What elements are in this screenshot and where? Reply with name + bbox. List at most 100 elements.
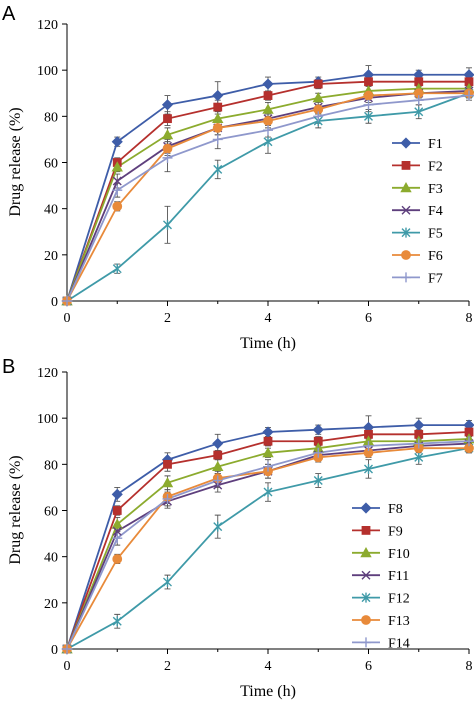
data-point-f12-4 [263, 487, 273, 498]
y-tick-label-a-0: 0 [51, 295, 58, 310]
data-point-f13-1 [112, 554, 123, 564]
x-tick-label-b-1: 2 [164, 659, 171, 674]
x-tick-label-b-3: 6 [365, 659, 372, 674]
data-point-f1-2 [161, 99, 174, 111]
data-point-f5-1 [112, 263, 122, 274]
data-point-f5-2 [163, 219, 172, 230]
y-tick-label-a-2: 40 [44, 203, 58, 218]
axes-b [66, 372, 469, 650]
data-point-f3-1 [111, 161, 123, 172]
data-point-f2-3 [213, 102, 223, 112]
y-tick-label-b-1: 20 [44, 597, 58, 612]
data-point-f9-3 [213, 450, 223, 460]
legend-label-f4: F4 [428, 204, 443, 219]
data-point-f5-7 [414, 106, 424, 117]
x-tick-label-a-1: 2 [164, 311, 171, 326]
data-point-f12-2 [163, 577, 172, 588]
data-point-f14-5 [313, 447, 324, 458]
y-tick-label-b-4: 80 [44, 458, 58, 473]
legend-label-f2: F2 [428, 159, 443, 174]
y-tick-label-a-5: 100 [37, 64, 58, 79]
chart-panel-b: 0 20 40 60 80 100 120 0 2 4 6 8 F8 F9 F10 F11 F12 F13 F14… [7, 366, 474, 700]
legend-label-f11: F11 [388, 569, 409, 584]
legend-label-f6: F6 [428, 249, 443, 264]
legend-marker-f5 [401, 227, 411, 238]
data-point-f8-4 [262, 426, 274, 438]
legend-label-f1: F1 [428, 137, 443, 152]
legend-label-f3: F3 [428, 182, 443, 197]
y-tick-label-a-3: 60 [44, 157, 58, 172]
y-axis-title-b: Drug release (%) [7, 455, 24, 564]
data-point-f6-3 [212, 122, 223, 133]
chart-panel-a: 0 20 40 60 80 100 120 0 2 4 6 8 F1 F2 F3 F4 F5 F6 F7 Time… [7, 18, 474, 352]
data-point-f7-8 [464, 90, 474, 101]
data-point-f12-6 [364, 463, 373, 474]
legend-marker-f7 [401, 272, 411, 283]
x-tick-label-b-0: 0 [64, 659, 71, 674]
legend-marker-f13 [361, 615, 371, 625]
legend-marker-f10 [360, 546, 372, 558]
legend-label-f5: F5 [428, 227, 443, 242]
data-point-f7-4 [263, 125, 273, 136]
x-tick-label-b-4: 8 [466, 659, 473, 674]
data-point-f8-5 [312, 424, 324, 436]
legend-label-f12: F12 [388, 592, 410, 607]
data-point-f7-2 [162, 152, 173, 163]
data-point-f14-8 [464, 436, 474, 447]
data-point-f6-2 [162, 143, 173, 154]
legend-label-f9: F9 [388, 524, 403, 539]
y-tick-label-a-4: 80 [44, 110, 58, 125]
data-point-f9-1 [112, 506, 122, 515]
data-point-f1-3 [212, 89, 224, 102]
data-point-f14-2 [162, 493, 173, 504]
legend-label-f13: F13 [388, 614, 410, 629]
data-point-f2-5 [313, 79, 323, 89]
data-point-f14-0 [62, 644, 72, 654]
data-point-f7-7 [413, 95, 424, 106]
data-point-f3-5 [312, 92, 324, 103]
x-tick-label-a-4: 8 [466, 311, 473, 326]
legend-b: F8 F9 F10 F11 F12 F13 F14 [352, 502, 410, 651]
y-tick-label-b-2: 40 [44, 551, 58, 566]
x-tick-label-a-0: 0 [64, 311, 71, 326]
legend-marker-f1 [400, 137, 412, 149]
legend-marker-f6 [401, 250, 411, 260]
legend-a: F1 F2 F3 F4 F5 F6 F7 [392, 137, 443, 286]
data-point-f8-7 [413, 419, 425, 431]
x-tick-label-a-3: 6 [365, 311, 372, 326]
data-point-f14-6 [363, 440, 374, 451]
data-point-f14-4 [263, 461, 273, 472]
data-point-f2-2 [163, 114, 172, 124]
data-point-f5-3 [213, 164, 223, 175]
legend-marker-f14 [361, 637, 371, 648]
data-point-f5-4 [263, 136, 273, 147]
y-tick-label-b-0: 0 [51, 643, 58, 658]
data-point-f12-7 [414, 452, 424, 463]
data-point-f12-1 [112, 616, 122, 627]
data-point-f6-6 [363, 90, 374, 101]
data-point-f7-6 [363, 99, 374, 110]
data-point-f10-4 [262, 446, 274, 458]
legend-label-f10: F10 [388, 547, 410, 562]
legend-marker-f8 [360, 502, 372, 514]
data-point-f12-3 [213, 521, 223, 532]
y-axis-title-a: Drug release (%) [7, 107, 24, 216]
data-point-f6-1 [112, 201, 123, 212]
data-point-f10-2 [161, 476, 174, 488]
data-point-f10-3 [212, 460, 224, 472]
data-point-f9-2 [163, 459, 172, 469]
data-point-f7-3 [212, 134, 223, 145]
data-point-f3-2 [161, 128, 174, 140]
data-point-f7-1 [112, 185, 123, 196]
data-point-f14-3 [212, 475, 223, 486]
data-point-f6-4 [263, 116, 273, 126]
data-point-f12-5 [313, 475, 323, 486]
panel-letter-a: A [2, 3, 16, 25]
data-point-f1-1 [111, 136, 123, 148]
data-point-f1-4 [262, 78, 274, 90]
y-tick-label-b-3: 60 [44, 505, 58, 520]
data-point-f2-4 [263, 91, 273, 100]
data-point-f14-1 [112, 533, 123, 544]
ticks-a: 0 20 40 60 80 100 120 0 2 4 6 8 [37, 18, 473, 326]
data-point-f8-1 [111, 488, 123, 500]
